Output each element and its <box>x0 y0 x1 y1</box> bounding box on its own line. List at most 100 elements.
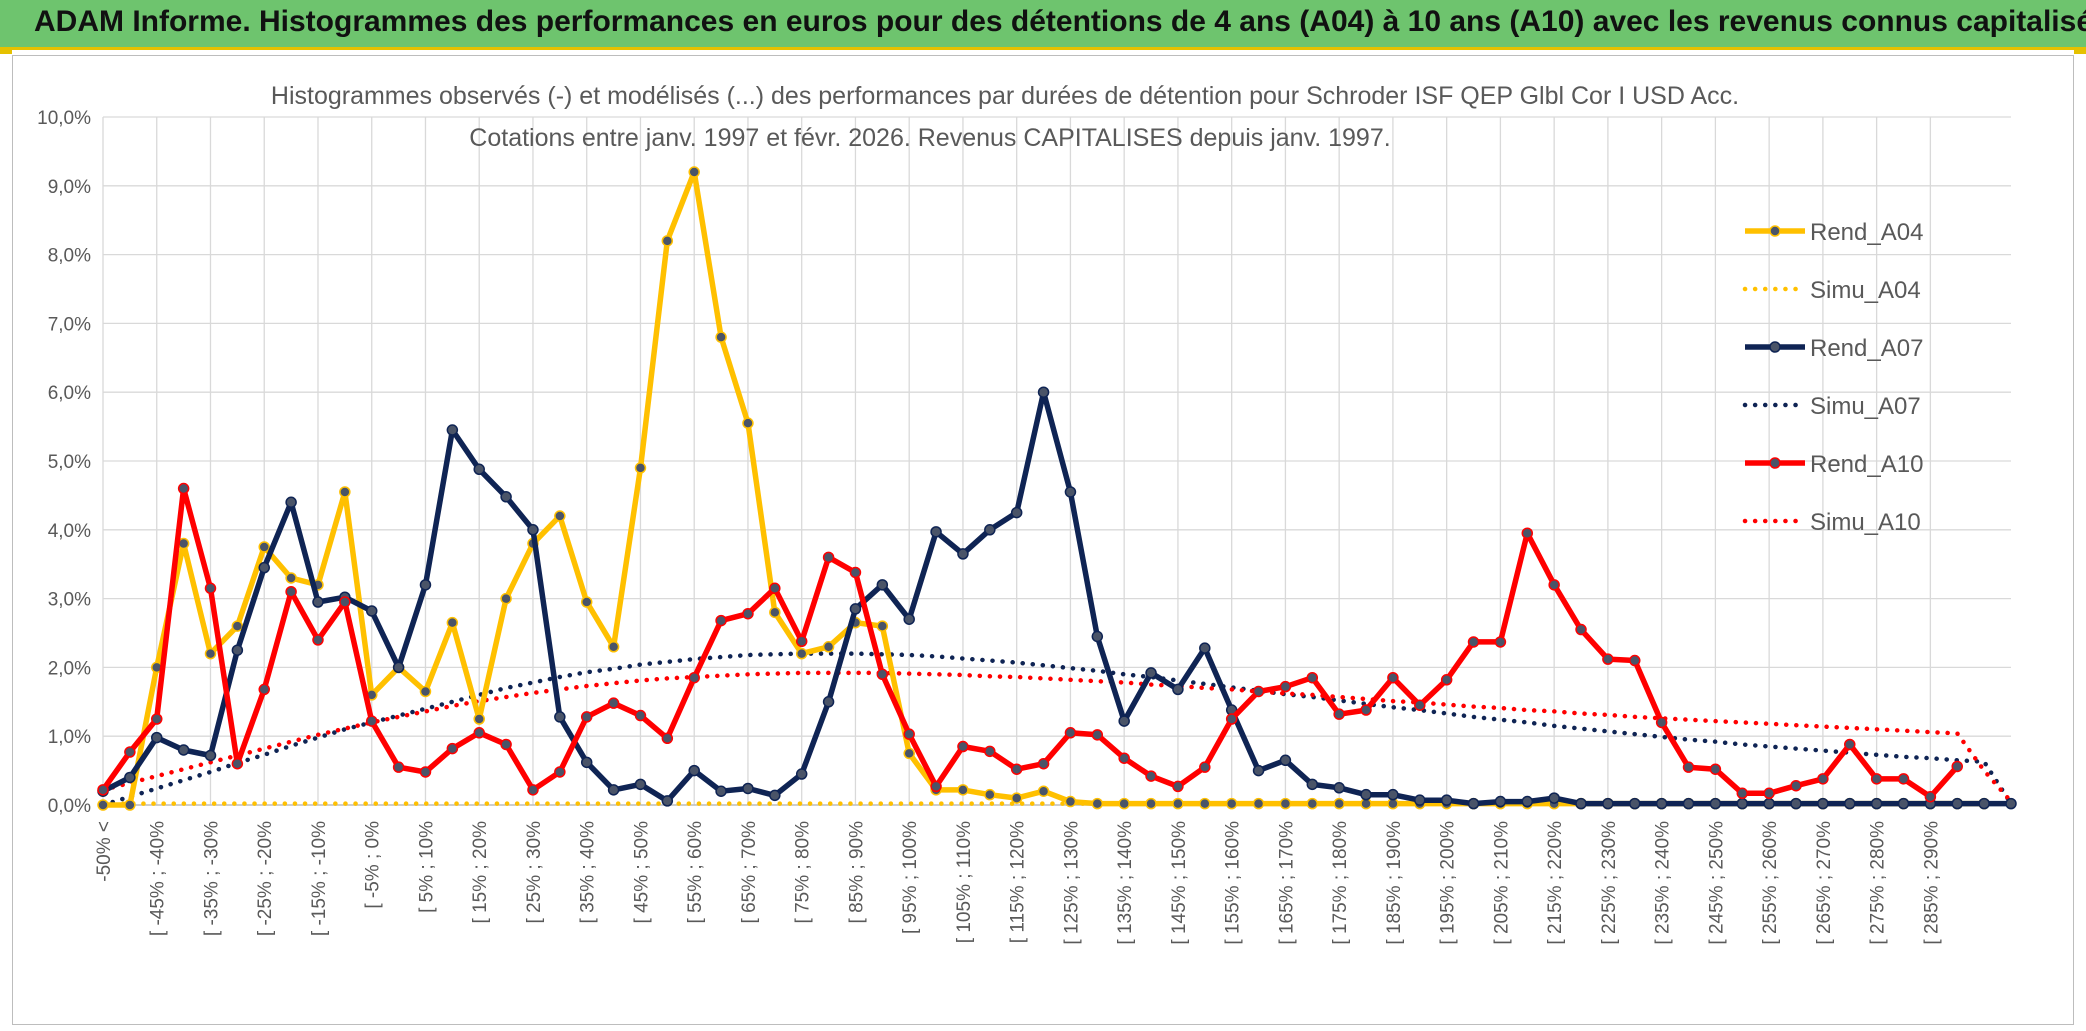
y-tick-label: 3,0% <box>48 590 91 611</box>
data-point <box>339 596 351 608</box>
data-point <box>903 613 915 625</box>
data-point <box>1655 797 1668 810</box>
series-line-Rend_A04 <box>103 169 1985 808</box>
data-point <box>1629 654 1641 667</box>
legend-item-Rend_A10: Rend_A10 <box>1745 451 1923 478</box>
data-point <box>1306 671 1319 684</box>
data-point <box>769 606 781 619</box>
x-tick-label: [ 265% ; 270% <box>1814 821 1835 945</box>
data-point <box>473 727 485 739</box>
y-tick-label: 1,0% <box>48 727 91 748</box>
data-point <box>1655 716 1668 729</box>
data-point <box>688 671 700 684</box>
x-tick-label: [ 225% ; 230% <box>1599 821 1620 945</box>
y-tick-label: 8,0% <box>48 246 91 267</box>
data-point <box>1306 778 1319 791</box>
data-point <box>1037 386 1050 398</box>
chart-title-block: Histogrammes observés (-) et modélisés (… <box>271 82 1739 152</box>
data-point <box>1037 785 1050 797</box>
data-point <box>1682 797 1695 810</box>
data-point <box>1951 797 1964 810</box>
x-tick-label: [ 85% ; 90% <box>846 821 867 924</box>
data-point <box>1521 795 1534 808</box>
data-point <box>1252 685 1265 698</box>
data-point <box>1548 579 1560 591</box>
data-point <box>419 685 432 698</box>
data-point <box>634 709 647 722</box>
data-point <box>1145 797 1157 810</box>
data-point <box>1360 788 1372 801</box>
x-tick-label: [ 165% ; 170% <box>1276 821 1297 945</box>
data-point <box>742 417 754 429</box>
x-tick-label: [ 35% ; 40% <box>578 821 599 924</box>
x-tick-label: [ 215% ; 220% <box>1545 821 1566 945</box>
data-point <box>1091 729 1104 741</box>
series-Simu_A10 <box>100 670 2014 804</box>
data-point <box>822 551 835 564</box>
data-point <box>177 482 190 495</box>
x-tick-label: [ 15% ; 20% <box>470 821 491 924</box>
data-point <box>231 757 244 770</box>
data-point <box>1172 797 1184 810</box>
data-point <box>124 771 136 784</box>
data-point <box>1199 642 1211 654</box>
data-point <box>1091 630 1104 643</box>
data-point <box>1145 770 1157 782</box>
data-point <box>258 683 270 696</box>
header-bar: ADAM Informe. Histogrammes des performan… <box>0 0 2086 50</box>
data-point <box>1225 797 1238 810</box>
x-tick-label: [ 135% ; 140% <box>1115 821 1136 945</box>
data-point <box>742 782 754 795</box>
data-point <box>1037 757 1050 770</box>
data-point <box>1870 773 1883 785</box>
data-point <box>1709 797 1722 810</box>
data-point <box>1817 797 1829 810</box>
data-point <box>1414 794 1426 806</box>
legend-item-Simu_A04: Simu_A04 <box>1742 277 1921 304</box>
data-point <box>1064 727 1077 739</box>
x-tick-label: [ -45% ; -40% <box>148 821 169 936</box>
data-point <box>1118 752 1130 764</box>
series-layer <box>97 166 2017 811</box>
data-point <box>1306 797 1319 810</box>
page-title: ADAM Informe. Histogrammes des performan… <box>34 5 2086 38</box>
data-point <box>661 235 674 247</box>
data-point <box>984 788 996 801</box>
data-point <box>715 331 727 343</box>
y-tick-label: 0,0% <box>48 796 91 817</box>
data-point <box>1709 763 1722 775</box>
legend-item-Simu_A10: Simu_A10 <box>1742 509 1921 536</box>
data-point <box>1736 797 1749 810</box>
data-point <box>392 761 405 773</box>
y-tick-label: 6,0% <box>48 383 91 404</box>
data-point <box>903 747 915 760</box>
data-point <box>1978 797 1990 810</box>
data-point <box>446 616 459 629</box>
data-point <box>1333 708 1345 720</box>
data-point <box>285 496 297 509</box>
data-point <box>742 607 754 620</box>
data-point <box>124 746 136 758</box>
data-point <box>661 795 674 807</box>
data-point <box>1064 795 1077 808</box>
data-point <box>769 789 781 802</box>
data-point <box>419 766 432 778</box>
data-point <box>339 486 351 498</box>
data-point <box>607 641 620 653</box>
y-tick-label: 9,0% <box>48 177 91 198</box>
data-point <box>1897 773 1910 785</box>
x-tick-label: [ 145% ; 150% <box>1169 821 1190 945</box>
legend-label: Rend_A07 <box>1810 335 1923 362</box>
series-line-Rend_A10 <box>100 485 1960 800</box>
data-point <box>1817 773 1829 785</box>
data-point <box>1010 506 1023 519</box>
series-Rend_A04 <box>97 166 1990 811</box>
legend-item-Rend_A07: Rend_A07 <box>1745 335 1923 362</box>
data-point <box>607 784 620 796</box>
axis-layer: 0,0% 1,0% 2,0% 3,0% 4,0% 5,0% 6,0% 7,0% 8,0% 9,0%… <box>37 108 2011 945</box>
data-point <box>97 784 109 796</box>
x-tick-label: [ 245% ; 250% <box>1706 821 1727 945</box>
data-point <box>204 582 217 595</box>
x-tick-label: [ 275% ; 280% <box>1868 821 1889 945</box>
chart-frame <box>12 55 2074 1025</box>
